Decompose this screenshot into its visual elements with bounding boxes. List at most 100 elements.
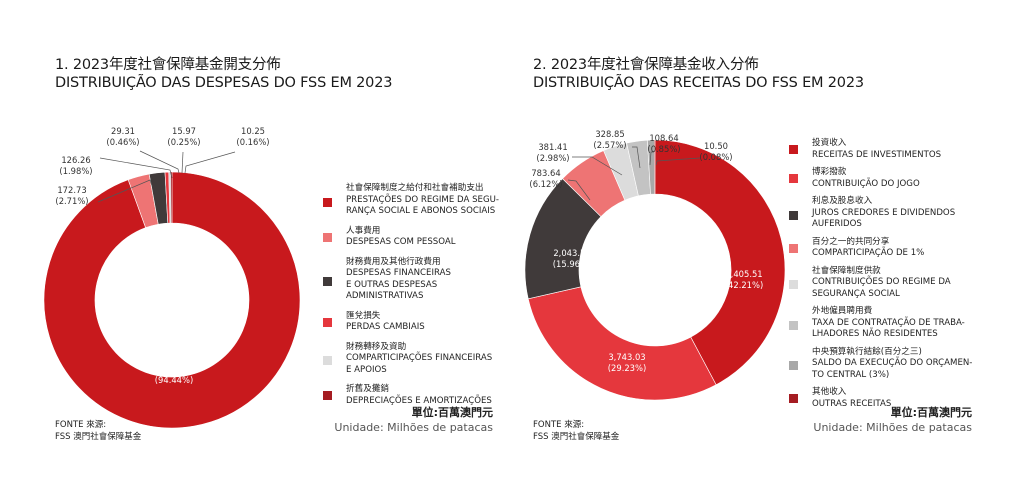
chart2-source-line: FSS 澳門社會保障基金 [533, 431, 620, 442]
legend-label-pt: PERDAS CAMBIAIS [346, 322, 425, 332]
expenses-legend-item: 折舊及攤銷 DEPRECIAÇÕES E AMORTIZAÇÕES [323, 384, 523, 407]
legend-swatch-icon [323, 197, 332, 207]
revenues-value-label: 328.85 [595, 129, 624, 139]
chart2-unit-zh: 單位:百萬澳門元 [890, 406, 972, 419]
revenues-value-label: 783.64 [531, 168, 560, 178]
revenues-percent-label: (2.98%) [536, 153, 569, 163]
legend-label-pt: DESPESAS FINANCEIRAS [346, 268, 451, 278]
legend-label-pt: JUROS CREDORES E DIVIDENDOS [812, 207, 956, 218]
chart2-title: 2. 2023年度社會保障基金收入分佈 DISTRIBUIÇÃO DAS REC… [533, 56, 864, 92]
legend-label-zh: 匯兌損失 [346, 310, 381, 321]
revenues-percent-label: (42.21%) [725, 280, 763, 290]
revenues-slice [654, 139, 656, 195]
legend-label-zh: 折舊及攤銷 [346, 384, 389, 394]
chart2-unit: 單位:百萬澳門元 Unidade: Milhões de patacas [813, 405, 972, 435]
chart1-legend: 社會保障制度之給付和社會補助支出 PRESTAÇÕES DO REGIME DA … [323, 183, 523, 415]
expenses-value-label: 10.25 [241, 126, 265, 136]
chart1-title-zh: 1. 2023年度社會保障基金開支分佈 [55, 57, 281, 73]
expenses-percent-label: (0.25%) [167, 137, 200, 147]
legend-swatch-icon [789, 145, 798, 154]
revenues-leader-line [649, 151, 654, 166]
legend-label-pt: CONTRIBUIÇÕES DO REGIME DA [812, 277, 951, 287]
legend-label-zh: 社會保障制度供款 [812, 265, 881, 276]
expenses-legend-item: 財務費用及其他行政費用 DESPESAS FINANCEIRAS E OUTRAS … [323, 257, 523, 303]
chart2-title-zh: 2. 2023年度社會保障基金收入分佈 [533, 57, 759, 73]
revenues-percent-label: (15.96%) [553, 259, 591, 269]
expenses-legend-item: 匯兌損失 PERDAS CAMBIAIS [323, 311, 523, 334]
legend-swatch-icon [789, 210, 798, 220]
legend-label-pt: TAXA DE CONTRATAÇÃO DE TRABA- [812, 317, 965, 328]
revenues-value-label: 5,405.51 [725, 269, 762, 279]
expenses-leader-line [181, 151, 184, 174]
expenses-value-label: 172.73 [57, 185, 86, 195]
legend-label-pt: E OUTRAS DESPESAS [346, 279, 438, 290]
legend-label-pt: OUTRAS RECEITAS [812, 398, 892, 409]
revenues-legend-item: 投資收入 RECEITAS DE INVESTIMENTOS [789, 138, 989, 161]
legend-swatch-icon [789, 174, 798, 183]
revenues-value-label: 108.64 [649, 133, 678, 143]
legend-swatch-icon [323, 356, 332, 366]
chart2-unit-pt: Unidade: Milhões de patacas [813, 421, 972, 434]
revenues-legend-item: 利息及股息收入 JUROS CREDORES E DIVIDENDOS AUFERI… [789, 196, 989, 231]
legend-label-zh: 利息及股息收入 [812, 196, 873, 206]
expenses-percent-label: (0.46%) [106, 137, 139, 147]
legend-label-pt: COMPARTICIPAÇÕES FINANCEIRAS [346, 353, 493, 363]
revenues-value-label: 2,043.57 [553, 248, 590, 258]
chart2-source: FONTE 來源: FSS 澳門社會保障基金 [533, 420, 619, 443]
expenses-value-label: 6,018.61 [155, 364, 192, 374]
revenues-leader-line [567, 179, 591, 201]
expenses-donut: 6,018.61(94.44%) 172.73(2.71%) 126.26(1.98… [43, 126, 301, 429]
expenses-legend-item: 社會保障制度之給付和社會補助支出 PRESTAÇÕES DO REGIME DA … [323, 183, 523, 218]
legend-label-zh: 中央預算執行結餘(百分之三) [812, 346, 922, 357]
revenues-slice [654, 139, 786, 386]
expenses-leader-line [184, 151, 236, 174]
expenses-leader-line [99, 157, 173, 179]
expenses-slice [170, 171, 173, 224]
chart1-title: 1. 2023年度社會保障基金開支分佈 DISTRIBUIÇÃO DAS DES… [55, 56, 392, 92]
legend-label-pt: CONTRIBUIÇÃO DO JOGO [812, 178, 920, 189]
revenues-percent-label: (29.23%) [608, 363, 646, 373]
legend-label-zh: 博彩撥款 [812, 167, 847, 177]
revenues-slice [527, 286, 717, 401]
revenues-leader-line [632, 146, 641, 169]
revenues-percent-label: (0.85%) [647, 144, 680, 154]
revenues-leader-line [572, 156, 623, 176]
expenses-leader-line [97, 179, 153, 203]
legend-label-pt: E APOIOS [346, 364, 387, 375]
legend-swatch-icon [323, 317, 332, 327]
legend-label-pt: RECEITAS DE INVESTIMENTOS [812, 149, 942, 160]
legend-label-pt: PRESTAÇÕES DO REGIME DA SEGU- [346, 194, 500, 205]
chart2-legend: 投資收入 RECEITAS DE INVESTIMENTOS 博彩撥款 CONTRIB… [789, 138, 989, 416]
chart1-title-pt: DISTRIBUIÇÃO DAS DESPESAS DO FSS EM 2023 [55, 75, 393, 91]
revenues-donut: 5,405.51(42.21%) 3,743.03(29.23%) 2,043.57… [524, 129, 786, 401]
expenses-value-label: 15.97 [172, 126, 196, 136]
legend-label-pt: ADMINISTRATIVAS [346, 291, 424, 301]
expenses-legend-item: 財務轉移及資助 COMPARTICIPAÇÕES FINANCEIRAS E APO… [323, 342, 523, 377]
legend-label-pt: SALDO DA EXECUÇÃO DO ORÇAMEN- [812, 358, 973, 368]
chart1-unit-zh: 單位:百萬澳門元 [411, 406, 493, 419]
revenues-legend-item: 百分之一的共同分享 COMPARTICIPAÇÃO DE 1% [789, 237, 989, 260]
legend-swatch-icon [323, 232, 332, 242]
legend-label-zh: 財務轉移及資助 [346, 341, 407, 352]
revenues-legend-item: 中央預算執行結餘(百分之三) SALDO DA EXECUÇÃO DO ORÇAM… [789, 347, 989, 382]
chart1-unit-pt: Unidade: Milhões de patacas [334, 421, 493, 434]
chart1-source-line: FONTE 來源: [55, 420, 107, 430]
legend-swatch-icon [789, 280, 798, 290]
expenses-percent-label: (2.71%) [55, 196, 88, 206]
legend-label-pt: COMPARTICIPAÇÃO DE 1% [812, 248, 925, 258]
expenses-legend-item: 人事費用 DESPESAS COM PESSOAL [323, 226, 523, 249]
legend-label-pt: RANÇA SOCIAL E ABONOS SOCIAIS [346, 206, 496, 216]
legend-label-pt: LHADORES NÃO RESIDENTES [812, 329, 938, 339]
legend-swatch-icon [789, 320, 798, 330]
revenues-legend-item: 社會保障制度供款 CONTRIBUIÇÕES DO REGIME DA SEGURA… [789, 266, 989, 301]
expenses-percent-label: (0.16%) [236, 137, 269, 147]
revenues-percent-label: (0.08%) [699, 152, 732, 162]
expenses-percent-label: (94.44%) [155, 375, 193, 385]
chart1-unit: 單位:百萬澳門元 Unidade: Milhões de patacas [334, 405, 493, 435]
revenues-value-label: 381.41 [538, 142, 567, 152]
legend-swatch-icon [789, 243, 798, 253]
legend-label-zh: 其他收入 [812, 387, 847, 397]
legend-label-pt: TO CENTRAL (3%) [812, 369, 890, 380]
legend-label-zh: 財務費用及其他行政費用 [346, 256, 441, 267]
revenues-legend-item: 其他收入 OUTRAS RECEITAS [789, 387, 989, 410]
